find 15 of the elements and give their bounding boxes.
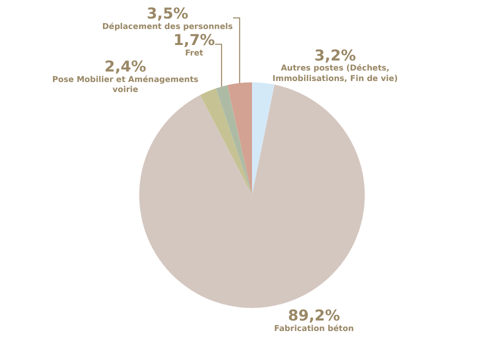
data-label: 3,2%	[314, 46, 356, 64]
data-label: 1,7%	[173, 31, 215, 50]
pie-slice	[200, 88, 252, 196]
data-label: 3,5%	[146, 4, 188, 23]
slice-label: Fabrication béton	[274, 324, 354, 334]
slice-label: Fret	[185, 48, 204, 58]
data-label: 2,4%	[104, 57, 146, 76]
slice-label: Déplacement des personnels	[102, 22, 234, 32]
pie-slice	[252, 82, 275, 196]
slice-label: Pose Mobilier et Aménagements voirie	[52, 74, 199, 94]
pie-slice	[227, 82, 252, 196]
pie-slice	[139, 84, 365, 308]
slice-label: Autres postes (Déchets, Immobilisations, Fin de vie)	[272, 64, 398, 84]
data-label: 89,2%	[288, 306, 340, 325]
pie-slice	[216, 85, 252, 196]
